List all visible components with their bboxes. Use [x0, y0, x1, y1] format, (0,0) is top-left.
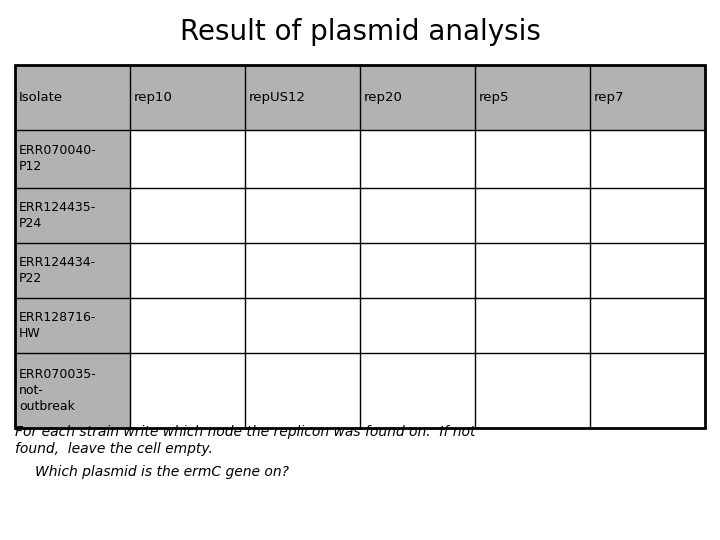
Text: rep20: rep20	[364, 91, 403, 104]
Text: ERR070040-
P12: ERR070040- P12	[19, 145, 96, 173]
Bar	[15, 353, 130, 428]
Text: Isolate: Isolate	[19, 91, 63, 104]
Text: repUS12: repUS12	[249, 91, 306, 104]
Text: ERR070035-
not-
outbreak: ERR070035- not- outbreak	[19, 368, 96, 413]
Bar	[15, 130, 130, 188]
Bar	[15, 298, 130, 353]
Bar	[15, 243, 130, 298]
Text: rep10: rep10	[134, 91, 173, 104]
Bar	[15, 65, 705, 130]
Text: ERR128716-
HW: ERR128716- HW	[19, 311, 96, 340]
Text: ERR124435-
P24: ERR124435- P24	[19, 201, 96, 230]
Bar	[15, 188, 130, 243]
Text: Result of plasmid analysis: Result of plasmid analysis	[179, 18, 541, 46]
Bar	[15, 65, 705, 428]
Text: For each strain write which node the replicon was found on.  If not: For each strain write which node the rep…	[15, 425, 475, 439]
Text: found,  leave the cell empty.: found, leave the cell empty.	[15, 442, 213, 456]
Text: rep5: rep5	[479, 91, 510, 104]
Text: ERR124434-
P22: ERR124434- P22	[19, 256, 96, 285]
Text: rep7: rep7	[594, 91, 624, 104]
Text: Which plasmid is the ermC gene on?: Which plasmid is the ermC gene on?	[35, 465, 289, 479]
